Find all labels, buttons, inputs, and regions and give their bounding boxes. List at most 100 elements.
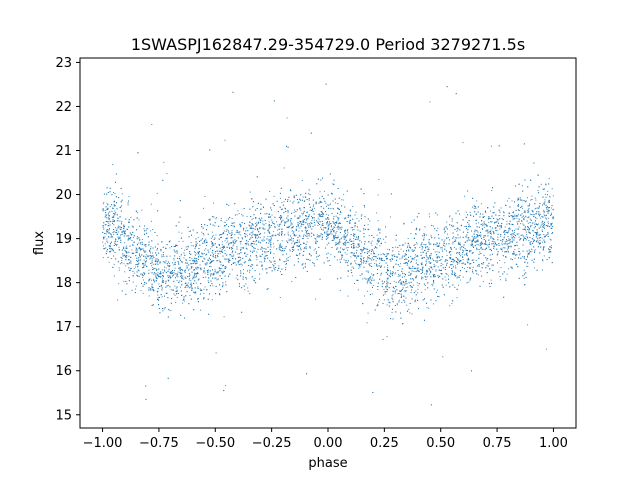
data-point (470, 250, 472, 252)
data-point (491, 190, 493, 192)
data-point (195, 275, 197, 277)
data-point (290, 235, 292, 237)
data-point (316, 236, 318, 238)
data-point (473, 215, 475, 217)
data-point (337, 203, 339, 205)
data-point (426, 307, 428, 309)
data-point (292, 238, 294, 240)
data-point (427, 248, 429, 250)
data-point (357, 246, 359, 248)
data-point (276, 221, 278, 223)
data-point (144, 262, 146, 264)
data-point (471, 239, 473, 241)
data-point (302, 223, 304, 225)
data-point (151, 258, 153, 260)
data-point (377, 289, 379, 291)
data-point (490, 233, 492, 235)
data-point (163, 261, 165, 263)
data-point (272, 243, 274, 245)
data-point (282, 204, 284, 206)
data-point (203, 267, 205, 269)
data-point (518, 209, 520, 211)
data-point (528, 253, 530, 255)
data-point (386, 336, 388, 338)
data-point (428, 307, 430, 309)
data-point (112, 222, 114, 224)
data-point (349, 222, 351, 224)
data-point (367, 312, 369, 314)
data-point (503, 236, 505, 238)
data-point (339, 259, 341, 261)
data-point (475, 259, 477, 261)
data-point (523, 200, 525, 202)
data-point (423, 233, 425, 235)
data-point (191, 263, 193, 265)
data-point (215, 257, 217, 259)
data-point (188, 230, 190, 232)
data-point (490, 236, 492, 238)
data-point (552, 195, 554, 197)
data-point (176, 245, 178, 247)
data-point (443, 229, 445, 231)
data-point (451, 218, 453, 220)
data-point (188, 236, 190, 238)
data-point (215, 293, 217, 295)
data-point (493, 212, 495, 214)
data-point (287, 212, 289, 214)
data-point (544, 199, 546, 201)
data-point (265, 255, 267, 257)
data-point (355, 236, 357, 238)
data-point (448, 216, 450, 218)
data-point (268, 227, 270, 229)
data-point (415, 259, 417, 261)
data-point (136, 217, 138, 219)
data-point (231, 233, 233, 235)
data-point (262, 220, 264, 222)
data-point (360, 250, 362, 252)
data-point (349, 215, 351, 217)
data-point (220, 261, 222, 263)
data-point (408, 259, 410, 261)
data-point (189, 259, 191, 261)
data-point (215, 255, 217, 257)
data-point (540, 217, 542, 219)
data-point (445, 250, 447, 252)
data-point (339, 250, 341, 252)
data-point (342, 199, 344, 201)
data-point (390, 318, 392, 320)
data-point (500, 267, 502, 269)
data-point (102, 208, 104, 210)
data-point (304, 200, 306, 202)
data-point (242, 278, 244, 280)
data-point (188, 273, 190, 275)
data-point (533, 227, 535, 229)
data-point (469, 267, 471, 269)
data-point (408, 249, 410, 251)
data-point (444, 239, 446, 241)
data-point (111, 248, 113, 250)
data-point (410, 247, 412, 249)
data-point (152, 268, 154, 270)
data-point (145, 254, 147, 256)
data-point (354, 282, 356, 284)
data-point (162, 275, 164, 277)
data-point (117, 226, 119, 228)
data-point (176, 289, 178, 291)
data-point (118, 227, 120, 229)
data-point (354, 225, 356, 227)
data-point (336, 230, 338, 232)
data-point (540, 183, 542, 185)
data-point (224, 266, 226, 268)
data-point (525, 235, 527, 237)
data-point (523, 269, 525, 271)
data-point (387, 278, 389, 280)
data-point (387, 267, 389, 269)
data-point (211, 231, 213, 233)
data-point (346, 241, 348, 243)
data-point (527, 197, 528, 199)
data-point (521, 199, 523, 201)
data-point (415, 262, 417, 264)
data-point (239, 226, 241, 228)
data-point (376, 266, 378, 268)
data-point (277, 233, 279, 235)
